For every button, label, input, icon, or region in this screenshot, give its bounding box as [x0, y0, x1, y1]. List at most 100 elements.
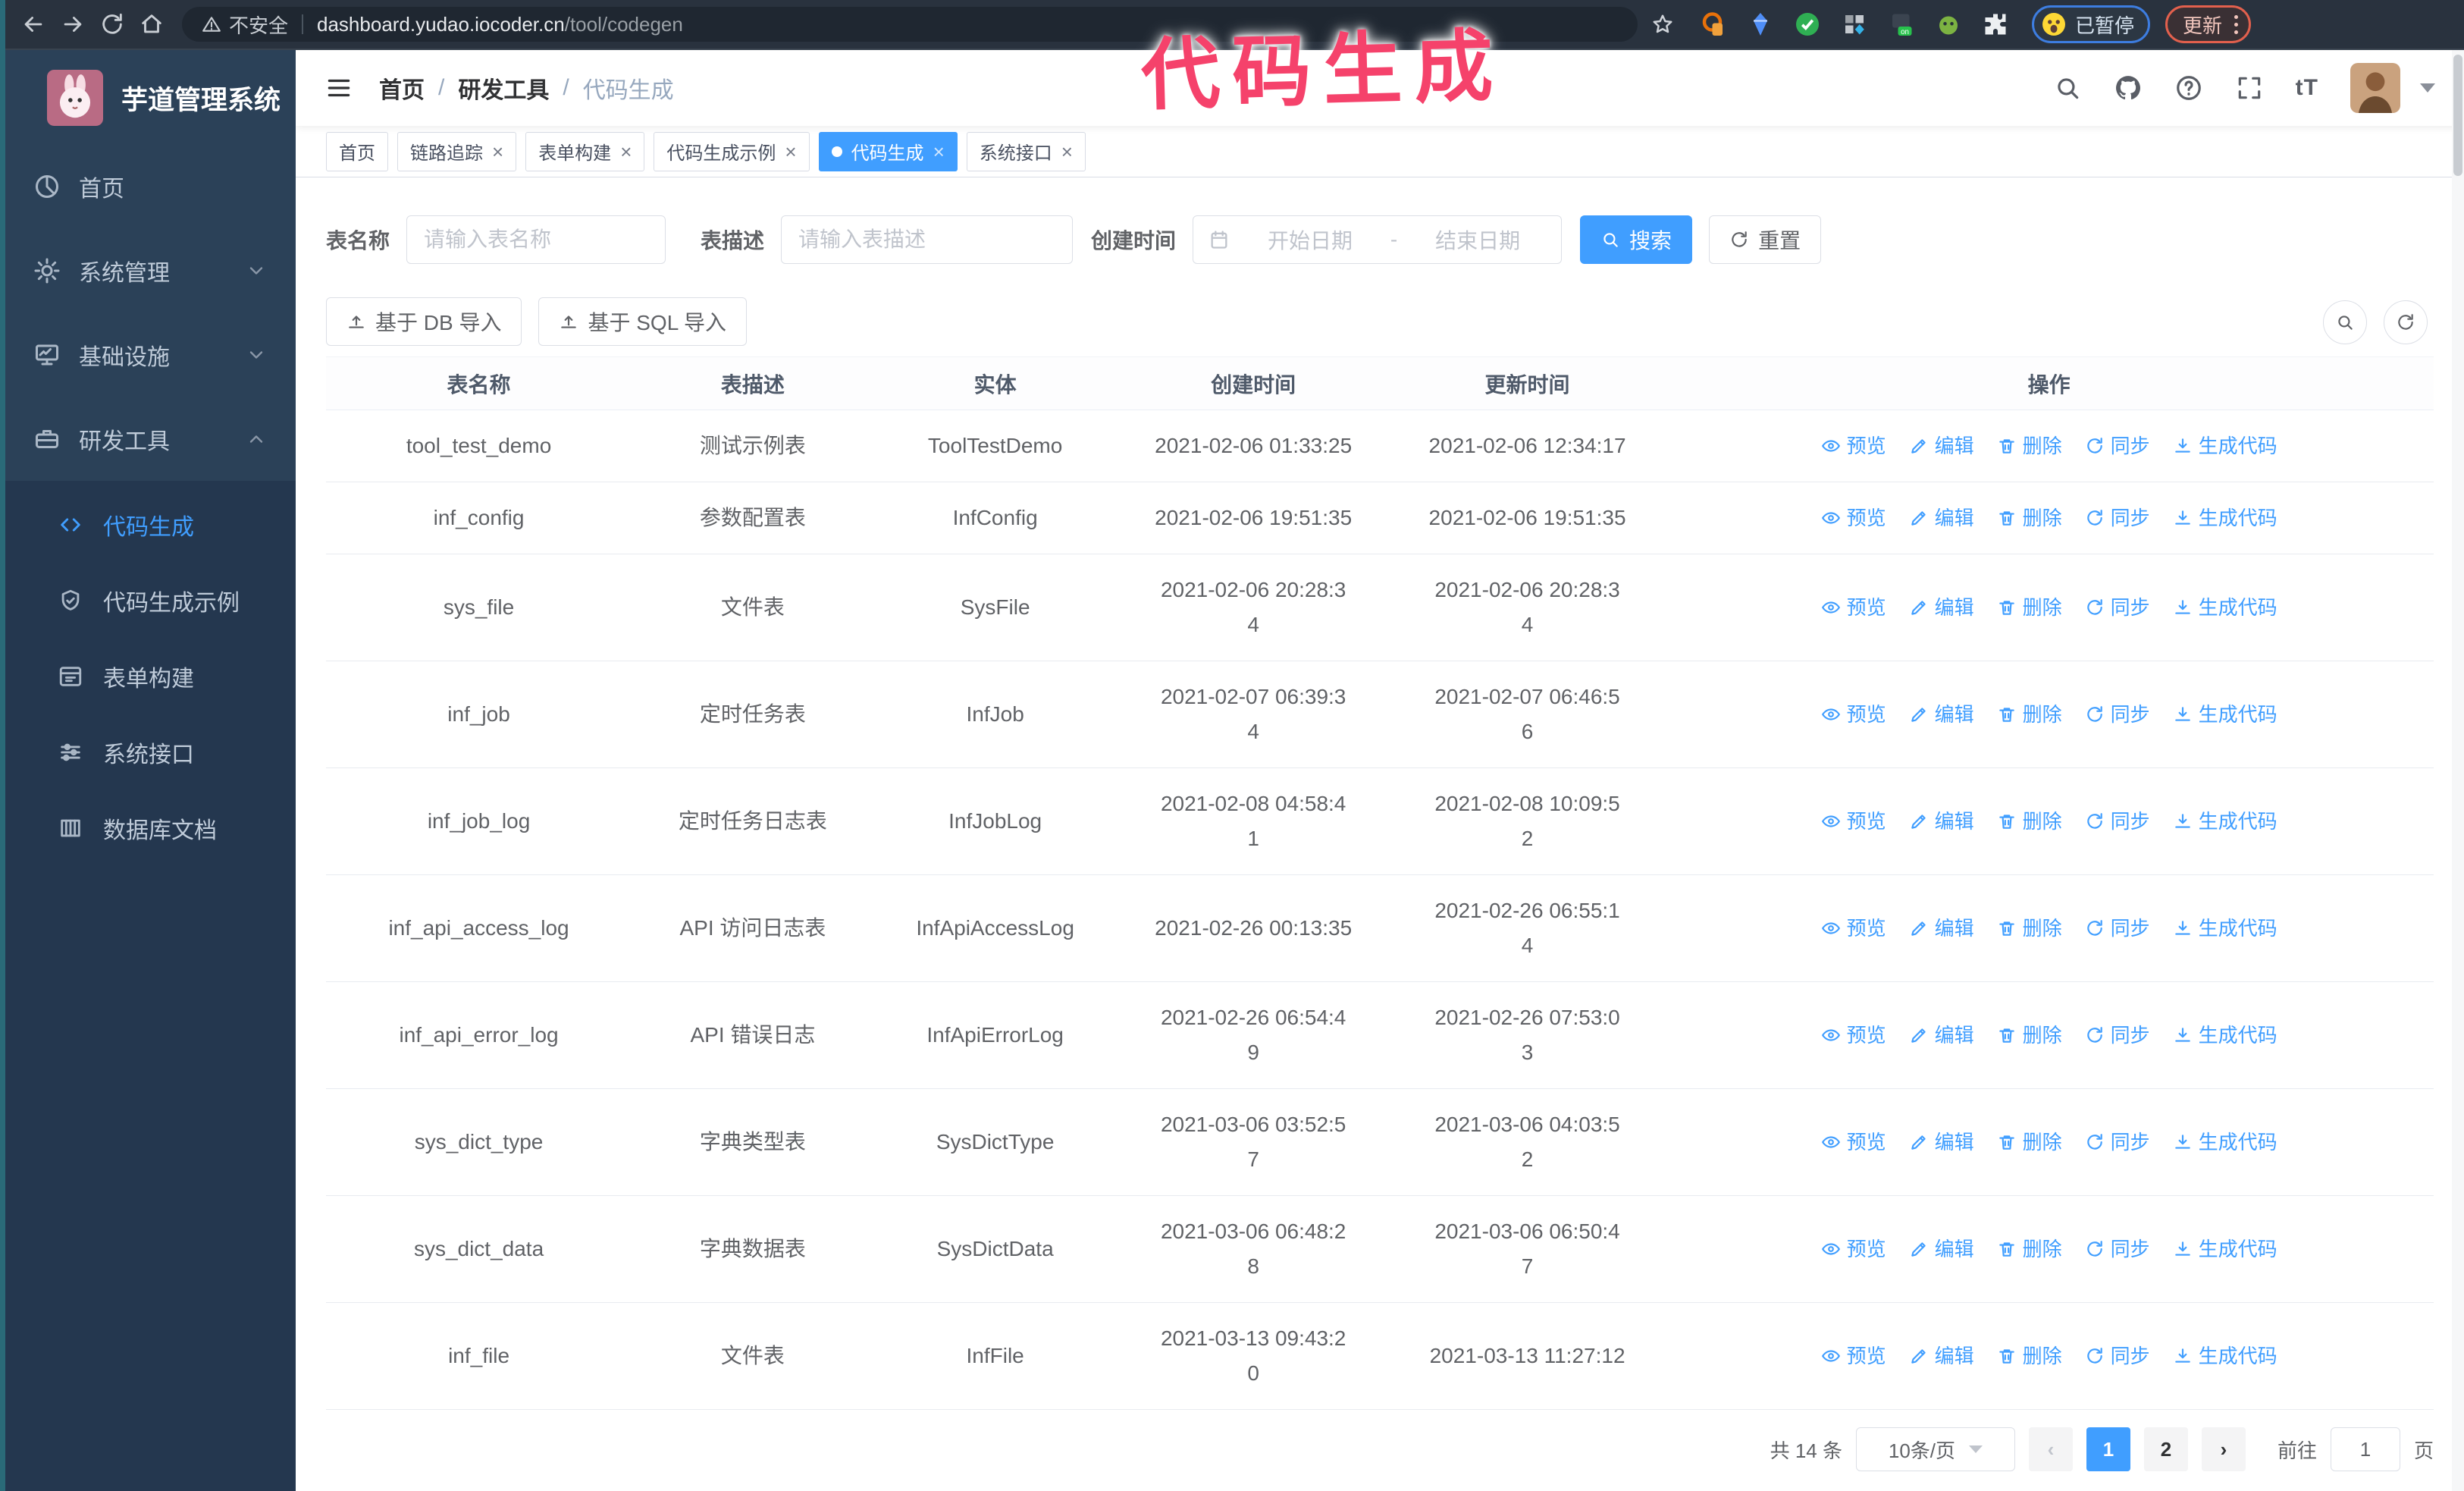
extension-icon-critter[interactable] [1935, 11, 1962, 38]
action-eye[interactable]: 预览 [1821, 911, 1886, 946]
action-sync[interactable]: 同步 [2085, 1339, 2150, 1373]
action-edit[interactable]: 编辑 [1909, 590, 1974, 625]
page-size-select[interactable]: 10条/页 [1855, 1427, 2015, 1471]
page-button-2[interactable]: 2 [2143, 1427, 2188, 1471]
browser-profile-chip[interactable]: 已暂停 [2032, 5, 2151, 43]
tag[interactable]: 链路追踪 × [397, 131, 517, 171]
action-sync[interactable]: 同步 [2085, 804, 2150, 839]
extension-icon-puzzle[interactable] [1982, 11, 2009, 38]
tag[interactable]: 表单构建 × [525, 131, 645, 171]
tag[interactable]: 代码生成示例 × [654, 131, 810, 171]
action-sync[interactable]: 同步 [2085, 1125, 2150, 1160]
close-icon[interactable]: × [933, 140, 945, 163]
table-row[interactable]: sys_dict_data 字典数据表 SysDictData 2021-03-… [326, 1195, 2434, 1303]
action-sync[interactable]: 同步 [2085, 590, 2150, 625]
action-edit[interactable]: 编辑 [1909, 697, 1974, 732]
app-logo-row[interactable]: 芋道管理系统 [0, 50, 296, 144]
browser-reload-button[interactable] [92, 5, 132, 44]
action-eye[interactable]: 预览 [1821, 1125, 1886, 1160]
close-icon[interactable]: × [785, 140, 797, 163]
action-delete[interactable]: 删除 [1997, 501, 2062, 535]
action-edit[interactable]: 编辑 [1909, 1339, 1974, 1373]
github-icon[interactable] [2114, 74, 2143, 102]
action-edit[interactable]: 编辑 [1909, 804, 1974, 839]
scrollbar-thumb[interactable] [2453, 55, 2462, 176]
action-download[interactable]: 生成代码 [2173, 428, 2277, 463]
action-download[interactable]: 生成代码 [2173, 804, 2277, 839]
table-row[interactable]: inf_file 文件表 InfFile 2021-03-13 09:43:2 … [326, 1302, 2434, 1410]
date-end-placeholder[interactable]: 结束日期 [1435, 229, 1521, 253]
goto-page-input[interactable] [2330, 1427, 2400, 1471]
table-name-input[interactable] [422, 227, 650, 253]
action-download[interactable]: 生成代码 [2173, 1339, 2277, 1373]
search-button[interactable]: 搜索 [1580, 215, 1693, 264]
tag[interactable]: 系统接口 × [966, 131, 1086, 171]
refresh-table-button[interactable] [2384, 300, 2428, 344]
scrollbar[interactable] [2452, 50, 2464, 1491]
sidebar-item-codegen[interactable]: 代码生成 [0, 487, 296, 563]
action-sync[interactable]: 同步 [2085, 501, 2150, 535]
sidebar-item-system-api[interactable]: 系统接口 [0, 714, 296, 790]
table-row[interactable]: sys_file 文件表 SysFile 2021-02-06 20:28:3 … [326, 554, 2434, 661]
action-eye[interactable]: 预览 [1821, 428, 1886, 463]
browser-menu-icon[interactable] [2234, 14, 2239, 34]
sidebar-item-infra[interactable]: 基础设施 [0, 312, 296, 397]
action-sync[interactable]: 同步 [2085, 911, 2150, 946]
action-download[interactable]: 生成代码 [2173, 1125, 2277, 1160]
avatar[interactable] [2350, 63, 2400, 113]
action-edit[interactable]: 编辑 [1909, 911, 1974, 946]
action-edit[interactable]: 编辑 [1909, 501, 1974, 535]
fullscreen-icon[interactable] [2235, 74, 2264, 102]
sidebar-item-devtools[interactable]: 研发工具 [0, 397, 296, 481]
action-download[interactable]: 生成代码 [2173, 590, 2277, 625]
table-row[interactable]: inf_api_access_log API 访问日志表 InfApiAcces… [326, 874, 2434, 982]
table-row[interactable]: sys_dict_type 字典类型表 SysDictType 2021-03-… [326, 1088, 2434, 1196]
action-download[interactable]: 生成代码 [2173, 697, 2277, 732]
action-eye[interactable]: 预览 [1821, 1018, 1886, 1053]
sidebar-item-form-builder[interactable]: 表单构建 [0, 639, 296, 714]
sidebar-item-home[interactable]: 首页 [0, 144, 296, 228]
close-icon[interactable]: × [620, 140, 632, 163]
action-download[interactable]: 生成代码 [2173, 1232, 2277, 1267]
breadcrumb-item[interactable]: 研发工具 [458, 78, 550, 103]
table-row[interactable]: tool_test_demo 测试示例表 ToolTestDemo 2021-0… [326, 410, 2434, 482]
action-eye[interactable]: 预览 [1821, 590, 1886, 625]
action-delete[interactable]: 删除 [1997, 1339, 2062, 1373]
table-desc-input[interactable] [797, 227, 1058, 253]
action-delete[interactable]: 删除 [1997, 911, 2062, 946]
browser-back-button[interactable] [14, 5, 53, 44]
hamburger-icon[interactable] [324, 74, 353, 102]
browser-home-button[interactable] [132, 5, 171, 44]
import-db-button[interactable]: 基于 DB 导入 [326, 297, 522, 346]
action-delete[interactable]: 删除 [1997, 590, 2062, 625]
prev-page-button[interactable]: ‹ [2028, 1427, 2073, 1471]
action-delete[interactable]: 删除 [1997, 697, 2062, 732]
close-icon[interactable]: × [1061, 140, 1073, 163]
action-delete[interactable]: 删除 [1997, 804, 2062, 839]
reset-button[interactable]: 重置 [1709, 215, 1822, 264]
action-eye[interactable]: 预览 [1821, 804, 1886, 839]
action-edit[interactable]: 编辑 [1909, 428, 1974, 463]
breadcrumb-item[interactable]: 首页 [379, 78, 425, 103]
action-eye[interactable]: 预览 [1821, 501, 1886, 535]
action-download[interactable]: 生成代码 [2173, 1018, 2277, 1053]
extension-icon-gem[interactable] [1747, 11, 1774, 38]
table-row[interactable]: inf_job 定时任务表 InfJob 2021-02-07 06:39:3 … [326, 661, 2434, 768]
sidebar-item-db-doc[interactable]: 数据库文档 [0, 790, 296, 866]
tag[interactable]: 代码生成 × [818, 131, 958, 171]
date-range-picker[interactable]: 开始日期 - 结束日期 [1193, 215, 1563, 264]
security-chip[interactable]: 不安全 [202, 11, 288, 39]
import-sql-button[interactable]: 基于 SQL 导入 [538, 297, 748, 346]
extension-icon-onoff[interactable]: on [1888, 11, 1915, 38]
table-row[interactable]: inf_config 参数配置表 InfConfig 2021-02-06 19… [326, 482, 2434, 554]
action-sync[interactable]: 同步 [2085, 697, 2150, 732]
action-delete[interactable]: 删除 [1997, 428, 2062, 463]
date-start-placeholder[interactable]: 开始日期 [1267, 229, 1353, 253]
next-page-button[interactable]: › [2201, 1427, 2246, 1471]
close-icon[interactable]: × [492, 140, 504, 163]
action-eye[interactable]: 预览 [1821, 697, 1886, 732]
extension-icon-orange[interactable] [1700, 11, 1727, 38]
sidebar-item-codegen-demo[interactable]: 代码生成示例 [0, 563, 296, 639]
browser-forward-button[interactable] [53, 5, 92, 44]
tag[interactable]: 首页 [326, 131, 388, 171]
